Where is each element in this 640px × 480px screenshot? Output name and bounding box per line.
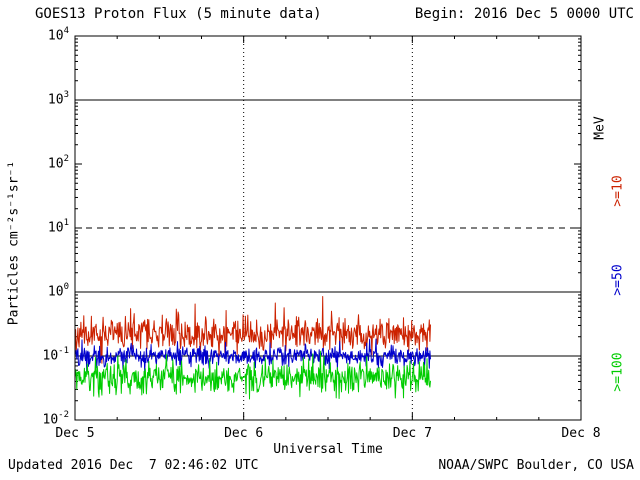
flux-series-50	[74, 338, 431, 374]
right-axis-label-MeV: MeV	[592, 116, 608, 140]
x-axis-label: Universal Time	[273, 442, 383, 457]
y-axis-label: Particles cm⁻²s⁻¹sr⁻¹	[6, 160, 22, 326]
x-tick-label: Dec 5	[55, 426, 95, 441]
x-tick-label: Dec 7	[392, 426, 432, 441]
begin-label: Begin: 2016 Dec 5 0000 UTC	[414, 6, 634, 22]
chart-title: GOES13 Proton Flux (5 minute data)	[35, 6, 322, 22]
right-axis-label-100: >=100	[610, 352, 626, 392]
y-tick-label: 104	[47, 26, 69, 44]
y-tick-label: 10-1	[42, 346, 70, 364]
x-tick-label: Dec 6	[224, 426, 264, 441]
plot-frame	[74, 35, 582, 421]
y-tick-label: 103	[47, 90, 69, 108]
y-tick-label: 10-2	[42, 410, 70, 428]
flux-series-100	[74, 350, 431, 400]
right-axis-label-10: >=10	[610, 175, 626, 207]
flux-series-10	[74, 296, 431, 364]
y-tick-label: 100	[47, 282, 69, 300]
updated-label: Updated 2016 Dec 7 02:46:02 UTC	[8, 458, 259, 473]
credit-label: NOAA/SWPC Boulder, CO USA	[438, 458, 634, 473]
y-tick-label: 102	[47, 154, 69, 172]
right-axis-label-50: >=50	[610, 264, 626, 296]
x-tick-label: Dec 8	[561, 426, 601, 441]
y-tick-label: 101	[47, 218, 69, 236]
